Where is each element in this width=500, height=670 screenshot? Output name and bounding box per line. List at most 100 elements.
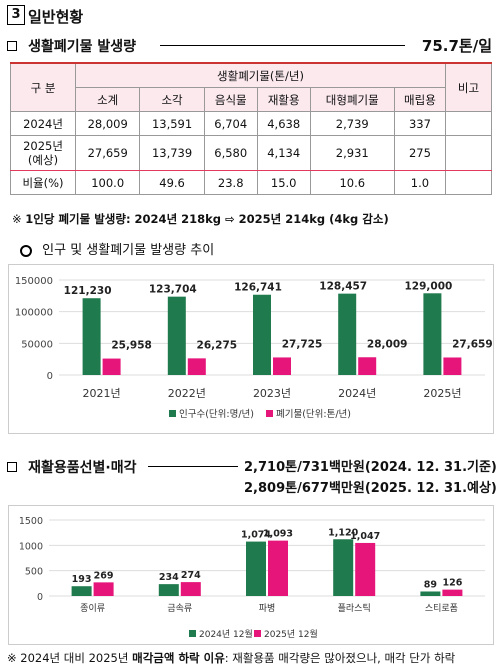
population-chart-heading: 인구 및 생활폐기물 발생량 추이 xyxy=(20,239,214,258)
bar-series-1 xyxy=(423,293,442,375)
legend-swatch xyxy=(254,630,261,637)
recycle-title-row: 재활용품선별·매각 xyxy=(7,457,136,477)
table-row: 2024년 28,009 13,591 6,704 4,638 2,739 33… xyxy=(10,111,492,136)
waste-total: 75.7톤/일 xyxy=(421,37,492,55)
bar-series-1 xyxy=(71,586,92,596)
data-label: 1,047 xyxy=(350,531,380,542)
legend-swatch xyxy=(169,410,176,417)
population-waste-chart-svg: 150000 100000 50000 0 121,230 25,958 2021년 123,… xyxy=(15,276,493,420)
table-cell: 2,739 xyxy=(309,111,395,136)
table-cell: 13,739 xyxy=(139,135,205,171)
x-tick-label: 2025년 xyxy=(423,387,461,400)
bar-series-2 xyxy=(442,589,463,596)
x-tick-label: 금속류 xyxy=(167,603,192,614)
data-label: 1,093 xyxy=(263,529,293,540)
data-label: 28,009 xyxy=(367,338,408,350)
section-title: 일반현황 xyxy=(28,8,84,26)
data-label: 1,074 xyxy=(241,530,271,541)
table-cell: 13,591 xyxy=(139,111,205,136)
table-cell: 100.0 xyxy=(74,170,141,195)
x-tick-label: 파병 xyxy=(259,603,276,614)
table-cell: 10.6 xyxy=(309,170,395,195)
x-tick-label: 플라스틱 xyxy=(338,602,371,614)
footer-rest: : 재활용품 매각량은 많아졌으나, 매각 단가 하락 xyxy=(224,651,456,665)
waste-title-row: 생활폐기물 발생량 xyxy=(7,36,136,56)
row-label: 2024년 xyxy=(10,111,76,136)
bar-series-1 xyxy=(82,298,101,375)
col-header: 소각 xyxy=(139,87,205,112)
col-header: 음식물 xyxy=(203,87,258,112)
data-label: 89 xyxy=(424,579,437,590)
x-tick-label: 스티로폼 xyxy=(425,603,458,614)
population-waste-chart: 150000 100000 50000 0 121,230 25,958 2021년 123,… xyxy=(8,264,494,434)
bar-series-1 xyxy=(333,539,354,596)
square-bullet-icon xyxy=(7,462,17,472)
col-header: 소계 xyxy=(74,87,141,112)
x-tick-label: 종이류 xyxy=(80,603,105,614)
footer-note: ※ 2024년 대비 2025년 매각금액 하락 이유: 재활용품 매각량은 많… xyxy=(7,650,455,666)
footer-prefix: ※ 2024년 대비 2025년 xyxy=(7,651,129,665)
data-label: 121,230 xyxy=(64,285,112,297)
legend-swatch xyxy=(266,410,273,417)
data-label: 129,000 xyxy=(404,280,452,292)
x-tick-label: 2021년 xyxy=(83,387,121,400)
data-label: 269 xyxy=(94,570,114,581)
table-cell: 4,134 xyxy=(256,135,311,171)
y-tick-label: 50000 xyxy=(21,339,53,350)
per-capita-note: ※ 1인당 폐기물 발생량: 2024년 218kg ⇨ 2025년 214kg… xyxy=(12,211,389,227)
footer-bold: 매각금액 하락 이유 xyxy=(132,651,225,665)
note-bold: 1인당 폐기물 발생량 xyxy=(25,212,126,226)
y-tick-label: 1500 xyxy=(19,516,43,527)
note-prefix: ※ xyxy=(12,212,22,226)
table-row: 비율(%) 100.0 49.6 23.8 15.0 10.6 1.0 xyxy=(10,170,492,195)
col-header: 재활용 xyxy=(256,87,311,112)
y-tick-label: 0 xyxy=(47,371,53,382)
bar-series-2 xyxy=(443,357,462,375)
table-cell: 4,638 xyxy=(256,111,311,136)
legend-swatch xyxy=(189,630,196,637)
table-cell: 28,009 xyxy=(74,111,141,136)
note-rest: : 2024년 218kg ⇨ 2025년 214kg (4kg 감소) xyxy=(125,212,389,226)
col-header: 대형폐기물 xyxy=(309,87,395,112)
bar-series-2 xyxy=(268,540,288,596)
bar-series-2 xyxy=(102,358,121,375)
table-cell: 6,580 xyxy=(203,135,258,171)
table-cell: 23.8 xyxy=(203,170,258,195)
data-label: 27,659 xyxy=(452,338,493,350)
recycle-title: 재활용품선별·매각 xyxy=(28,460,137,476)
ring-bullet-icon xyxy=(20,244,32,257)
bar-series-2 xyxy=(180,582,201,596)
data-label: 274 xyxy=(181,570,201,581)
title-rule xyxy=(160,45,405,46)
x-tick-label: 2023년 xyxy=(253,387,291,400)
legend-label: 2024년 12월 xyxy=(199,628,253,640)
population-chart-title: 인구 및 생활폐기물 발생량 추이 xyxy=(42,243,215,258)
row-label: 2025년 (예상) xyxy=(10,135,76,171)
data-label: 1,120 xyxy=(328,527,358,538)
bar-series-1 xyxy=(253,294,271,375)
recycle-chart: 1500 1000 500 0 193 269 종이류 234 274 금속류 1,074 1,093… xyxy=(8,505,494,645)
bar-series-1 xyxy=(158,584,179,596)
legend-label: 인구수(단위:명/년) xyxy=(179,408,254,420)
bar-series-2 xyxy=(93,582,114,596)
bar-series-1 xyxy=(167,296,186,375)
table-cell xyxy=(445,135,492,171)
table-cell: 337 xyxy=(393,111,447,136)
y-tick-label: 100000 xyxy=(15,308,53,319)
table-cell: 275 xyxy=(393,135,447,171)
y-tick-label: 500 xyxy=(25,567,43,578)
table-cell xyxy=(445,170,492,195)
bar-series-2 xyxy=(273,357,291,375)
bar-series-1 xyxy=(246,541,266,596)
legend-label: 폐기물(단위:톤/년) xyxy=(276,408,351,420)
x-tick-label: 2024년 xyxy=(338,387,376,400)
data-label: 126 xyxy=(442,578,462,589)
section-number: 3 xyxy=(7,5,25,25)
bar-series-1 xyxy=(420,591,441,596)
data-label: 128,457 xyxy=(319,281,367,293)
waste-title: 생활폐기물 발생량 xyxy=(28,39,137,55)
x-tick-label: 2022년 xyxy=(168,387,206,400)
data-label: 234 xyxy=(159,572,179,583)
col-header: 매립용 xyxy=(393,87,447,112)
bar-series-2 xyxy=(358,357,377,375)
